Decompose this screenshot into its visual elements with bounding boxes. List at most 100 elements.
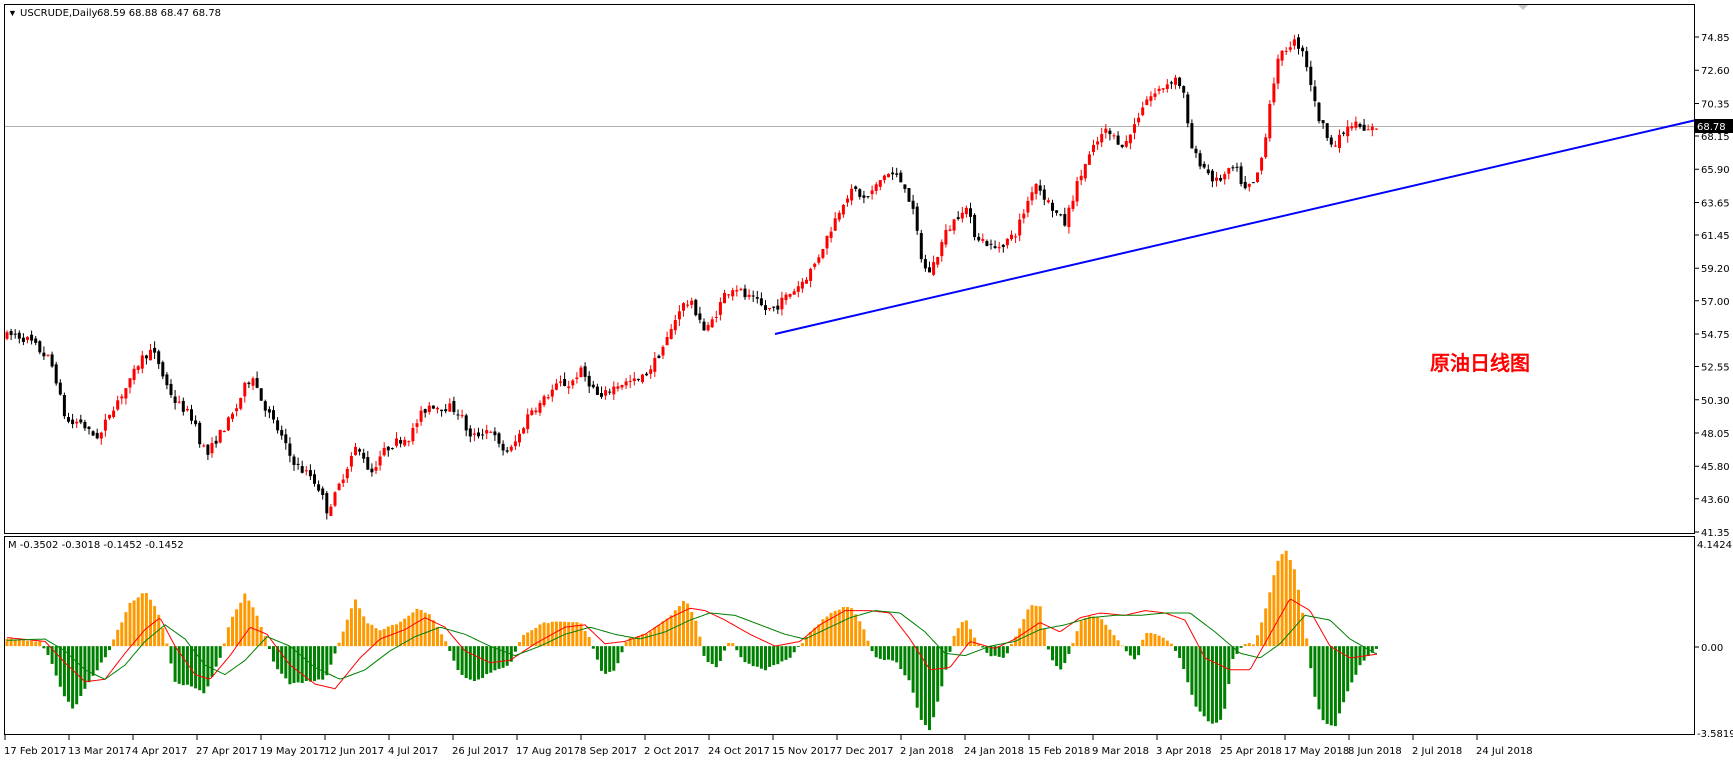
histogram-bar-negative bbox=[485, 646, 489, 675]
price-axis-label: 41.35 bbox=[1701, 528, 1730, 539]
price-axis-label: 52.55 bbox=[1701, 363, 1730, 374]
histogram-bar-negative bbox=[83, 646, 87, 689]
histogram-bar-positive bbox=[1018, 628, 1022, 647]
price-axis-label: 43.60 bbox=[1701, 495, 1730, 506]
histogram-bar-positive bbox=[1247, 643, 1251, 647]
histogram-bar-negative bbox=[989, 646, 993, 657]
histogram-bar-positive bbox=[116, 629, 120, 647]
candle-down bbox=[50, 354, 54, 367]
histogram-bar-negative bbox=[948, 646, 952, 652]
candle-up bbox=[235, 408, 239, 412]
candle-up bbox=[944, 229, 948, 245]
histogram-bar-negative bbox=[313, 646, 316, 682]
indicator-axis[interactable]: 4.1424 0.00 -3.5819 bbox=[1694, 540, 1733, 740]
time-axis-label: 15 Nov 2017 bbox=[772, 746, 836, 757]
histogram-bar-negative bbox=[1063, 646, 1067, 663]
candle-up bbox=[1133, 124, 1136, 133]
menu-arrow-icon[interactable]: ▼ bbox=[8, 8, 17, 18]
main-panel-frame bbox=[4, 4, 1695, 534]
candle-up bbox=[829, 231, 833, 238]
histogram-bar-negative bbox=[874, 646, 878, 658]
histogram-bar-positive bbox=[825, 616, 829, 647]
histogram-bar-positive bbox=[34, 641, 38, 647]
candle-down bbox=[1055, 210, 1059, 213]
candle-down bbox=[1358, 124, 1362, 128]
histogram-bar-negative bbox=[1067, 646, 1071, 654]
histogram-bar-negative bbox=[317, 646, 321, 680]
candle-down bbox=[399, 440, 403, 444]
candle-down bbox=[911, 200, 915, 209]
candle-up bbox=[1280, 50, 1284, 61]
candle-down bbox=[755, 297, 759, 299]
candle-up bbox=[1346, 126, 1350, 137]
shift-marker-icon[interactable] bbox=[1518, 5, 1528, 10]
histogram-bar-negative bbox=[1051, 646, 1054, 661]
candle-up bbox=[1046, 200, 1050, 203]
candle-up bbox=[706, 324, 710, 331]
histogram-bar-positive bbox=[829, 612, 833, 647]
candle-down bbox=[501, 443, 505, 451]
histogram-bar-negative bbox=[981, 646, 985, 648]
candle-down bbox=[321, 488, 325, 496]
trendline[interactable] bbox=[774, 119, 1695, 335]
candle-up bbox=[120, 396, 124, 399]
candle-up bbox=[1354, 121, 1358, 128]
indicator-histogram bbox=[5, 550, 1378, 731]
candle-down bbox=[87, 426, 91, 430]
histogram-bar-negative bbox=[1329, 646, 1333, 726]
main-price-panel[interactable]: ▼ USCRUDE,Daily 68.59 68.88 68.47 68.78 … bbox=[4, 4, 1695, 534]
histogram-bar-negative bbox=[50, 646, 54, 664]
histogram-bar-negative bbox=[911, 646, 915, 693]
candle-down bbox=[267, 409, 271, 413]
candle-up bbox=[354, 446, 357, 456]
histogram-bar-negative bbox=[1194, 646, 1198, 707]
candle-down bbox=[206, 444, 210, 455]
histogram-bar-negative bbox=[329, 646, 333, 665]
histogram-bar-positive bbox=[427, 614, 431, 647]
histogram-bar-positive bbox=[1104, 624, 1108, 647]
histogram-bar-negative bbox=[1366, 646, 1370, 656]
indicator-panel[interactable]: M -0.3502 -0.3018 -0.1452 -0.1452 bbox=[4, 536, 1695, 735]
time-axis-label: 2 Oct 2017 bbox=[644, 746, 699, 757]
candle-down bbox=[296, 463, 300, 465]
candle-down bbox=[928, 267, 931, 273]
histogram-bar-negative bbox=[1128, 646, 1132, 656]
candle-up bbox=[1174, 77, 1177, 85]
candle-down bbox=[71, 419, 75, 425]
candle-down bbox=[198, 422, 202, 445]
candle-up bbox=[567, 386, 571, 389]
histogram-bar-positive bbox=[263, 636, 267, 647]
candle-up bbox=[149, 349, 152, 361]
histogram-bar-negative bbox=[91, 646, 95, 676]
histogram-bar-positive bbox=[1260, 622, 1264, 647]
price-axis[interactable]: 74.85 72.60 70.35 68.15 65.90 63.65 61.45 59.20… bbox=[1694, 33, 1730, 539]
candle-up bbox=[813, 263, 817, 267]
candle-up bbox=[1137, 117, 1141, 123]
price-axis-label: 48.05 bbox=[1701, 429, 1730, 440]
candle-down bbox=[1362, 124, 1366, 131]
histogram-bar-positive bbox=[341, 631, 345, 647]
candle-up bbox=[792, 291, 796, 295]
price-axis-label: 57.00 bbox=[1701, 297, 1730, 308]
candle-down bbox=[272, 410, 275, 420]
candle-up bbox=[304, 470, 308, 472]
candle-down bbox=[1206, 169, 1210, 174]
histogram-bar-negative bbox=[759, 646, 763, 669]
candle-up bbox=[841, 205, 845, 215]
histogram-bar-negative bbox=[280, 646, 284, 674]
time-axis[interactable]: 17 Feb 2017 13 Mar 2017 4 Apr 2017 27 Apr 2… bbox=[4, 735, 1533, 757]
histogram-bar-positive bbox=[1305, 638, 1309, 647]
candle-up bbox=[1145, 99, 1149, 105]
histogram-bar-positive bbox=[846, 606, 849, 647]
candle-down bbox=[891, 172, 895, 175]
candle-down bbox=[1120, 144, 1124, 148]
candle-up bbox=[349, 456, 353, 467]
histogram-bar-negative bbox=[1342, 646, 1346, 703]
histogram-bar-positive bbox=[977, 643, 981, 647]
candle-down bbox=[764, 305, 767, 311]
histogram-bar-positive bbox=[858, 621, 862, 647]
histogram-bar-positive bbox=[677, 606, 681, 647]
candle-down bbox=[34, 338, 38, 343]
candle-down bbox=[358, 449, 362, 452]
